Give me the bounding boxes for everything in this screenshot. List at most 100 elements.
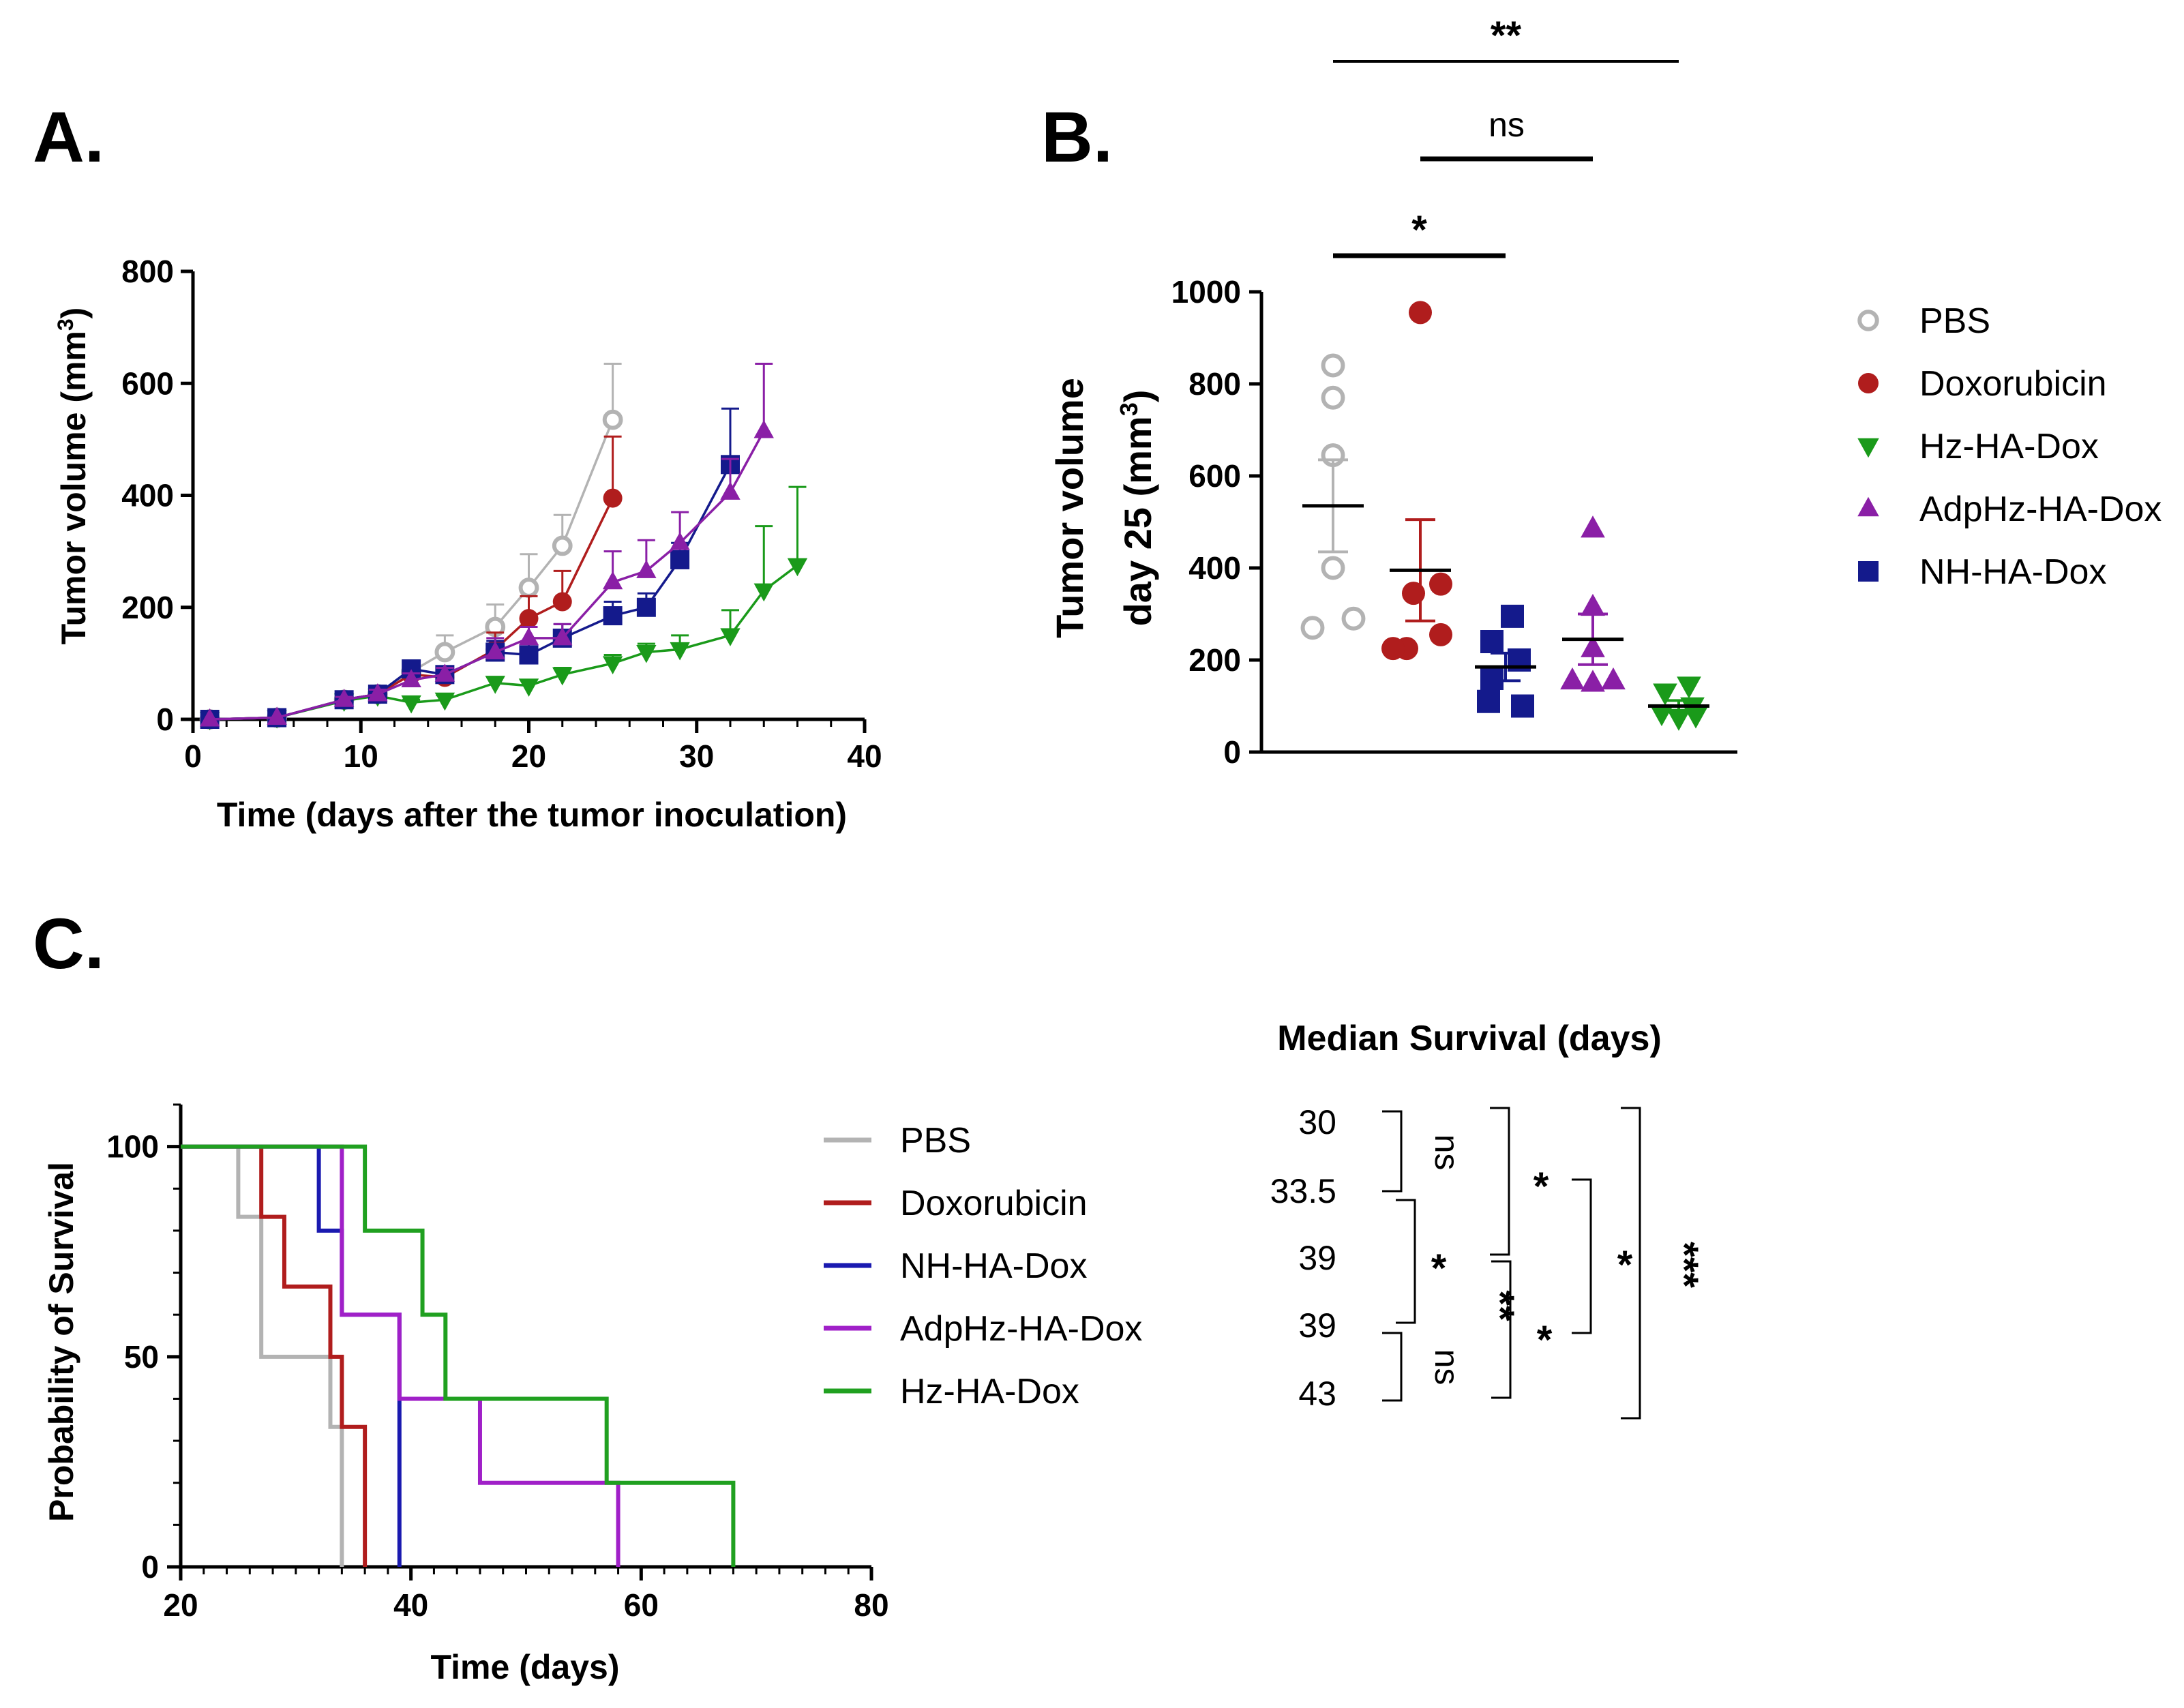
data-point [602,409,623,430]
median-survival-value: 39 [1298,1306,1336,1345]
comparison-label: *** [1662,1242,1706,1288]
data-point [1601,667,1626,690]
legend-item-adphz-ha-dox: AdpHz-HA-Dox [1857,490,2161,529]
panel-a-y-tick-label: 400 [121,478,174,513]
legend-marker [1857,496,1879,517]
comparison-label: ns [1428,1349,1466,1385]
data-point [1581,593,1605,616]
survival-curve-adphz-ha-dox [181,1144,620,1567]
data-point [267,706,287,725]
legend-label: Hz-HA-Dox [1919,427,2099,466]
data-point [670,550,690,569]
panel-c-x-tick-label: 80 [854,1587,888,1623]
legend-item-doxorubicin: Doxorubicin [824,1184,1088,1223]
data-point [602,571,623,590]
legend-label: NH-HA-Dox [900,1246,1087,1286]
survival-curve-doxorubicin [181,1144,368,1567]
panel-a-tumor-growth-chart: 0 200 400 600 800 0 10 20 30 40 Time (days after … [53,254,882,834]
legend-item-hz-ha-dox: Hz-HA-Dox [1857,427,2099,466]
data-point [1321,556,1345,580]
panel-a-x-tick-label: 20 [511,738,546,774]
panel-c-y-axis-title: Probability of Survival [42,1162,80,1522]
panel-c-y-tick-label: 50 [124,1339,159,1375]
data-point [787,558,808,577]
median-comparison-bracket: * [1617,1107,1641,1420]
data-point [552,592,572,612]
data-point [1381,637,1405,661]
comparison-label: ** [1478,1290,1522,1321]
panel-c-y-tick-label: 0 [141,1549,159,1585]
panel-b-groups [1300,301,1709,731]
panel-c-x-tick-label: 40 [393,1587,428,1623]
legend-marker [1857,438,1879,458]
data-point [1409,301,1432,325]
significance-label: ** [1491,14,1522,58]
panel-b-y-tick-label: 400 [1188,550,1241,586]
data-point [1666,708,1691,731]
data-point [670,642,690,661]
legend-item-nh-ha-dox: NH-HA-Dox [824,1246,1087,1286]
panel-b-legend: PBS Doxorubicin Hz-HA-Dox AdpHz-HA-Dox NH-HA… [1857,301,2161,592]
panel-a-axes: 0 200 400 600 800 0 10 20 30 40 [121,254,882,774]
panel-b-significance: ** ns * [1333,14,1679,258]
data-point [636,560,657,578]
median-survival-value: 33.5 [1270,1172,1336,1210]
panel-a-y-tick-label: 200 [121,590,174,625]
median-comparison-bracket: *** [1662,1242,1706,1288]
bracket-line [1621,1107,1641,1420]
panel-b-group-hz-ha-dox [1648,676,1709,731]
legend-item-pbs: PBS [824,1121,971,1160]
data-point [1321,353,1345,378]
data-point [368,683,388,702]
median-survival-values: 30 33.5 39 39 43 [1270,1103,1336,1413]
median-comparison-bracket: * [1396,1199,1447,1324]
legend-label: Doxorubicin [900,1184,1088,1223]
data-point [519,645,539,665]
data-point [401,669,421,688]
panel-a-series-adphz-ha-dox [199,363,774,727]
legend-label: NH-HA-Dox [1919,552,2106,592]
legend-label: PBS [900,1121,971,1160]
panel-a-x-tick-label: 0 [184,738,202,774]
comparison-label: ns [1428,1135,1466,1171]
legend-item-nh-ha-dox: NH-HA-Dox [1858,552,2106,592]
data-point [636,644,657,663]
median-survival-title: Median Survival (days) [1277,1019,1662,1058]
survival-curve-hz-ha-dox [181,1144,736,1567]
data-point [552,627,573,646]
panel-c-series [181,1144,736,1567]
legend-marker [1858,373,1879,393]
legend-item-hz-ha-dox: Hz-HA-Dox [824,1372,1079,1411]
data-point [434,663,455,682]
data-point [485,676,505,694]
comparison-label: * [1537,1318,1553,1362]
data-point [552,667,573,686]
data-point [1480,667,1504,690]
median-survival-value: 39 [1298,1239,1336,1277]
panel-c-letter: C. [33,904,104,984]
data-point [753,419,774,438]
data-point [1321,385,1345,410]
data-point [1511,694,1534,718]
significance-bracket: * [1333,208,1506,258]
comparison-label: * [1534,1165,1549,1209]
data-point [518,678,539,697]
data-point [603,488,623,508]
panel-a-y-tick-label: 0 [156,702,174,737]
legend-label: AdpHz-HA-Dox [1919,490,2161,529]
significance-bracket: ns [1420,106,1593,162]
legend-item-pbs: PBS [1857,301,1990,341]
panel-c-y-tick-label: 100 [106,1129,159,1165]
data-point [1429,623,1452,646]
panel-a-y-tick-label: 800 [121,254,174,289]
data-point [670,532,690,550]
panel-b-group-nh-ha-dox [1475,604,1536,718]
panel-a-letter: A. [33,98,104,177]
panel-b-y-tick-label: 200 [1188,642,1241,678]
median-comparison-bracket: * [1537,1178,1592,1362]
panel-a-y-tick-label: 600 [121,365,174,401]
data-point [720,628,741,646]
panel-a-x-axis-title: Time (days after the tumor inoculation) [217,796,847,834]
data-point [552,535,573,556]
panel-b-y-tick-label: 0 [1223,734,1241,770]
